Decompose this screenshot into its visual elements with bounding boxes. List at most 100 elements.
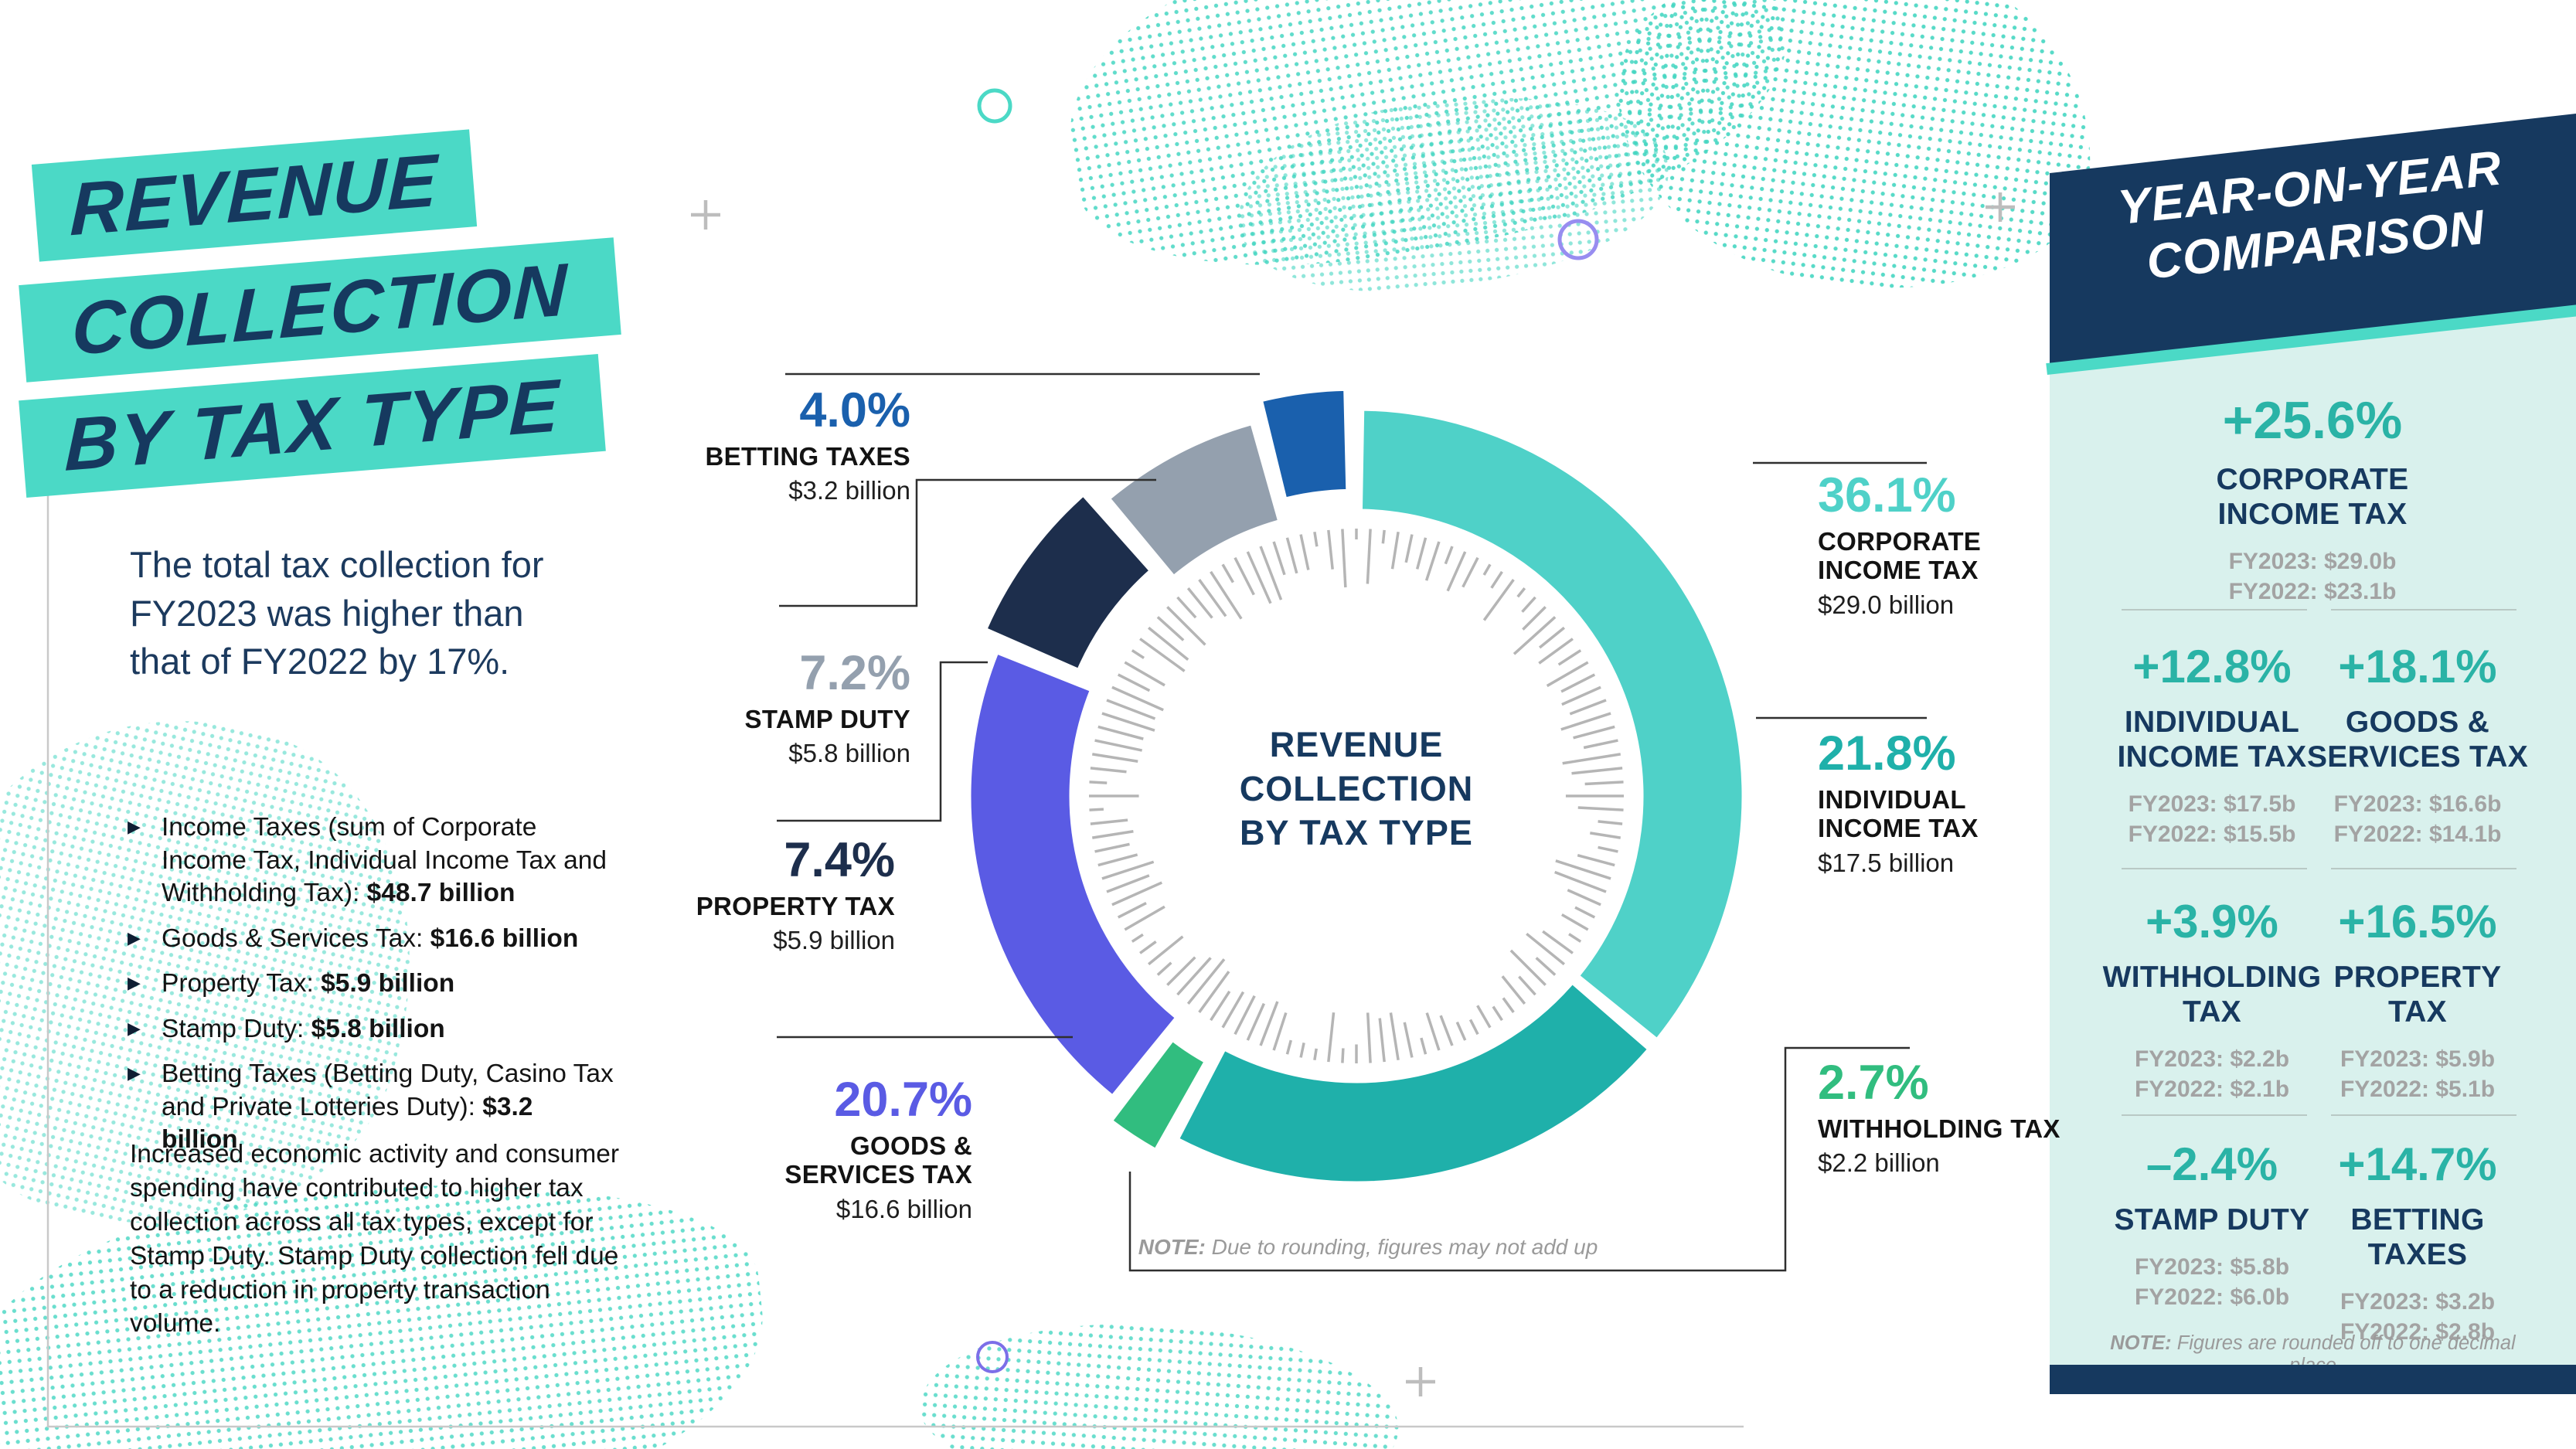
list-item: ▶ Goods & Services Tax: $16.6 billion — [128, 923, 614, 956]
betting-taxes-label: BETTING TAXES — [705, 442, 910, 471]
callout-property-tax: 7.4% PROPERTY TAX $5.9 billion — [563, 835, 895, 955]
list-item-text: Income Taxes (sum of Corporate Income Ta… — [162, 813, 607, 908]
comparison-percent: +3.9% — [2146, 896, 2278, 947]
comparison-tax-name: GOODS & SERVICES TAX — [2306, 706, 2529, 774]
halftone-dots-top-center — [1229, 82, 1677, 304]
plus-mark-decoration-bottom — [1406, 1367, 1435, 1396]
gst-percent: 20.7% — [834, 1073, 972, 1127]
comparison-fy-values: FY2023: $3.2b FY2022: $2.8b — [2339, 1288, 2496, 1345]
panel-divider — [2331, 1114, 2516, 1116]
purple-ring-decoration-top — [1557, 219, 1599, 260]
list-item-text: Goods & Services Tax: $16.6 billion — [162, 923, 579, 953]
donut-slice-betting-taxes — [1260, 388, 1349, 500]
callout-corporate-income-tax: 36.1% CORPORATE INCOME TAX $29.0 billion — [1818, 470, 2050, 620]
panel-divider — [2331, 868, 2516, 869]
comparison-fy-values: FY2023: $5.9b FY2022: $5.1b — [2339, 1046, 2496, 1103]
comparison-fy-values: FY2023: $5.8b FY2022: $6.0b — [2134, 1253, 2290, 1311]
bullet-arrow-icon: ▶ — [128, 927, 141, 947]
halftone-dots-top-left — [1046, 0, 1813, 303]
withholding-tax-amount: $2.2 billion — [1818, 1148, 1940, 1178]
gst-amount: $16.6 billion — [835, 1194, 972, 1223]
comparison-percent: +14.7% — [2338, 1138, 2497, 1190]
comparison-fy-values: FY2023: $17.5b FY2022: $15.5b — [2128, 791, 2296, 848]
comparison-betting-taxes: +14.7% BETTING TAXES FY2023: $3.2b FY202… — [2302, 1138, 2533, 1348]
intro-paragraph: The total tax collection for FY2023 was … — [130, 544, 544, 682]
individual-tax-label: INDIVIDUAL INCOME TAX — [1818, 785, 1979, 843]
bullet-arrow-icon: ▶ — [128, 973, 141, 993]
withholding-tax-percent: 2.7% — [1818, 1056, 1929, 1110]
comparison-tax-name: INDIVIDUAL INCOME TAX — [2117, 706, 2307, 774]
title-banner-line-1: REVENUE — [31, 129, 478, 262]
stamp-duty-amount: $5.8 billion — [788, 739, 910, 768]
plus-mark-decoration-left — [691, 200, 720, 230]
comparison-withholding-tax: +3.9% WITHHOLDING TAX FY2023: $2.2b FY20… — [2096, 895, 2328, 1105]
comparison-stamp-duty: –2.4% STAMP DUTY FY2023: $5.8b FY2022: $… — [2096, 1138, 2328, 1313]
stamp-duty-percent: 7.2% — [799, 646, 910, 700]
bullet-arrow-icon: ▶ — [128, 817, 141, 836]
stamp-duty-label: STAMP DUTY — [744, 705, 910, 734]
comparison-percent: +12.8% — [2132, 641, 2292, 692]
donut-slice-goods-services-tax — [968, 651, 1178, 1097]
property-tax-percent: 7.4% — [784, 833, 895, 887]
corporate-tax-percent: 36.1% — [1818, 468, 1956, 522]
comparison-tax-name: STAMP DUTY — [2114, 1203, 2310, 1236]
list-item: ▶ Stamp Duty: $5.8 billion — [128, 1013, 614, 1046]
betting-taxes-percent: 4.0% — [799, 383, 910, 437]
panel-divider — [2122, 868, 2307, 869]
panel-divider — [2122, 609, 2307, 611]
callout-betting-taxes: 4.0% BETTING TAXES $3.2 billion — [578, 385, 910, 505]
title-text-by-tax-type: BY TAX TYPE — [63, 363, 561, 488]
tax-summary-list: ▶ Income Taxes (sum of Corporate Income T… — [128, 811, 614, 1169]
comparison-corporate-income-tax: +25.6% CORPORATE INCOME TAX FY2023: $29.… — [2096, 390, 2529, 607]
individual-tax-percent: 21.8% — [1818, 726, 1956, 781]
bullet-arrow-icon: ▶ — [128, 1018, 141, 1038]
comparison-percent: +16.5% — [2338, 896, 2497, 947]
chart-note: NOTE: Due to rounding, figures may not a… — [1138, 1235, 1598, 1259]
donut-center-title: REVENUE COLLECTION BY TAX TYPE — [1239, 725, 1474, 853]
purple-ring-decoration-bottom — [976, 1341, 1009, 1373]
callout-stamp-duty: 7.2% STAMP DUTY $5.8 billion — [578, 648, 910, 768]
comparison-goods-services-tax: +18.1% GOODS & SERVICES TAX FY2023: $16.… — [2302, 640, 2533, 850]
callout-individual-income-tax: 21.8% INDIVIDUAL INCOME TAX $17.5 billio… — [1818, 728, 2050, 878]
comparison-panel-header: YEAR-ON-YEAR COMPARISON — [2046, 108, 2576, 379]
title-text-collection: COLLECTION — [70, 247, 570, 372]
donut-slice-property-tax — [985, 494, 1152, 672]
list-item-text: Property Tax: $5.9 billion — [162, 969, 455, 998]
plus-mark-decoration-right — [1986, 192, 2015, 222]
panel-bottom-bar — [2050, 1365, 2576, 1394]
comparison-property-tax: +16.5% PROPERTY TAX FY2023: $5.9b FY2022… — [2302, 895, 2533, 1105]
callout-withholding-tax: 2.7% WITHHOLDING TAX $2.2 billion — [1818, 1057, 2065, 1178]
property-tax-label: PROPERTY TAX — [696, 892, 895, 921]
panel-divider — [2331, 609, 2516, 611]
property-tax-amount: $5.9 billion — [773, 926, 895, 955]
gst-label: GOODS & SERVICES TAX — [784, 1131, 972, 1189]
title-text-revenue: REVENUE — [69, 138, 440, 252]
panel-divider — [2122, 1114, 2307, 1116]
corporate-tax-label: CORPORATE INCOME TAX — [1818, 527, 1982, 585]
donut-slice-individual-income-tax — [1176, 981, 1650, 1184]
comparison-fy-values: FY2023: $29.0b FY2022: $23.1b — [2228, 548, 2397, 605]
comparison-percent: +18.1% — [2338, 641, 2497, 692]
comparison-fy-values: FY2023: $2.2b FY2022: $2.1b — [2134, 1046, 2290, 1103]
halftone-dots-bottom-center — [914, 1308, 1405, 1449]
teal-ring-decoration — [977, 88, 1012, 124]
list-item-text: Stamp Duty: $5.8 billion — [162, 1014, 445, 1043]
comparison-tax-name: BETTING TAXES — [2350, 1203, 2485, 1271]
list-item: ▶ Property Tax: $5.9 billion — [128, 968, 614, 1001]
individual-tax-amount: $17.5 billion — [1818, 848, 1955, 877]
closing-paragraph: Increased economic activity and consumer… — [130, 1140, 620, 1338]
halftone-dots-top-right — [1597, 0, 2113, 315]
comparison-tax-name: WITHHOLDING TAX — [2102, 961, 2322, 1029]
comparison-tax-name: CORPORATE INCOME TAX — [2216, 463, 2409, 531]
comparison-individual-income-tax: +12.8% INDIVIDUAL INCOME TAX FY2023: $17… — [2096, 640, 2328, 850]
comparison-percent: +25.6% — [2222, 391, 2403, 450]
comparison-percent: –2.4% — [2146, 1138, 2278, 1190]
comparison-fy-values: FY2023: $16.6b FY2022: $14.1b — [2333, 791, 2502, 848]
comparison-panel-background — [2050, 232, 2576, 1394]
withholding-tax-label: WITHHOLDING TAX — [1818, 1114, 2060, 1144]
corporate-tax-amount: $29.0 billion — [1818, 590, 1955, 619]
betting-taxes-amount: $3.2 billion — [788, 476, 910, 505]
callout-goods-services-tax: 20.7% GOODS & SERVICES TAX $16.6 billion — [740, 1074, 972, 1224]
comparison-tax-name: PROPERTY TAX — [2333, 961, 2502, 1029]
